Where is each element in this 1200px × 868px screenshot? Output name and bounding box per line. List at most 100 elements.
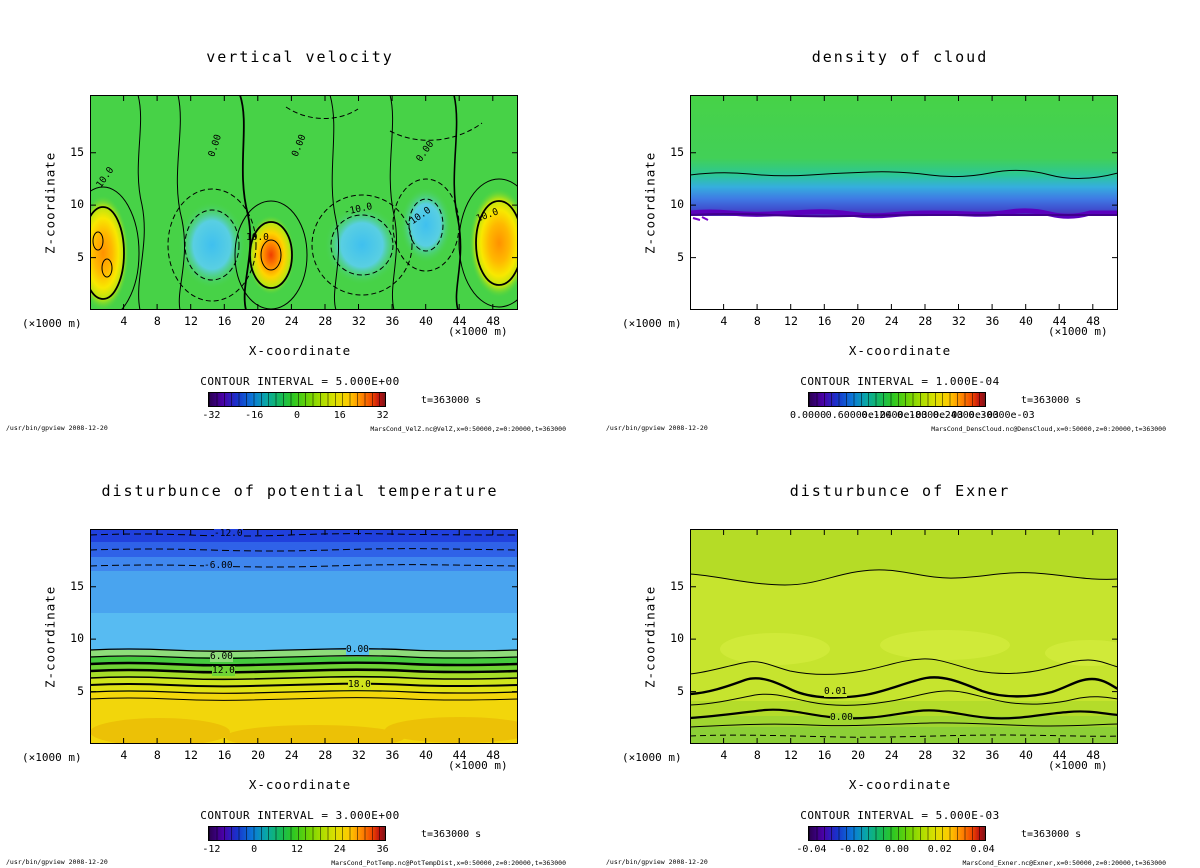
y-tick-label: 15 — [670, 579, 684, 594]
x-tick-label: 36 — [985, 314, 1000, 328]
x-tick-label: 40 — [419, 748, 433, 762]
x-tick-label: 36 — [985, 748, 1000, 762]
x-tick-label: 28 — [918, 748, 933, 762]
colorbar-tick-label: 0.60000e-04 — [825, 410, 892, 421]
contour-label: -6.00 — [204, 560, 233, 571]
x-tick-label: 8 — [153, 748, 161, 762]
x-unit-left: (×1000 m) — [22, 751, 82, 764]
x-tick-label: 32 — [351, 314, 366, 328]
potential-temperature-field — [90, 529, 518, 744]
x-tick-label: 48 — [1086, 314, 1101, 328]
colorbar — [208, 392, 386, 407]
x-tick-label: 28 — [318, 748, 333, 762]
y-axis-ticks: 15 10 5 — [56, 126, 84, 283]
colorbar-ticks: -32 -16 0 16 32 — [190, 410, 404, 421]
x-unit-right: (×1000 m) — [448, 325, 508, 338]
footer-datasource: MarsCond_DensCloud.nc@DensCloud,x=0:5000… — [931, 425, 1166, 433]
x-tick-label: 24 — [884, 314, 899, 328]
x-tick-label: 12 — [184, 748, 198, 762]
colorbar-tick-label: 0.18000e-03 — [897, 410, 964, 421]
footer-datasource: MarsCond_Exner.nc@Exner,x=0:50000,z=0:20… — [962, 859, 1167, 867]
colorbar-tick-label: -32 — [202, 410, 221, 421]
x-unit-right: (×1000 m) — [448, 759, 508, 772]
x-tick-label: 32 — [351, 748, 366, 762]
colorbar — [808, 392, 986, 407]
colorbar-tick-label: 0 — [293, 410, 300, 421]
colorbar — [208, 826, 386, 841]
y-tick-label: 5 — [77, 683, 84, 698]
colorbar-ticks: -0.04 -0.02 0.00 0.02 0.04 — [790, 844, 1004, 855]
contour-label: -12.0 — [214, 528, 243, 539]
x-tick-label: 36 — [385, 748, 400, 762]
colorbar-tick-label: 0.24000e-03 — [932, 410, 999, 421]
contour-interval-text: CONTOUR INTERVAL = 5.000E-03 — [800, 809, 1000, 822]
x-tick-label: 36 — [385, 314, 400, 328]
x-tick-label: 24 — [284, 314, 299, 328]
colorbar-tick-label: 16 — [333, 410, 346, 421]
contour-interval-text: CONTOUR INTERVAL = 3.000E+00 — [200, 809, 400, 822]
contour-label: 0.01 — [824, 686, 847, 697]
cloud-base-dark-edge — [690, 213, 1118, 218]
x-tick-label: 48 — [486, 748, 501, 762]
x-tick-label: 4 — [120, 748, 128, 762]
x-axis-ticks: 4 8 12 16 20 24 28 32 36 40 44 48 — [107, 314, 510, 328]
x-tick-label: 44 — [452, 314, 467, 328]
y-axis-ticks: 15 10 5 — [656, 560, 684, 717]
colorbar-tick-label: -16 — [245, 410, 264, 421]
y-tick-label: 15 — [670, 145, 684, 160]
footer-command: /usr/bin/gpview 2008-12-20 — [606, 858, 708, 866]
colorbar-tick-label: -12 — [202, 844, 221, 855]
plot-area: -12.0 -6.00 0.00 6.00 12.0 18.0 — [90, 529, 518, 744]
colorbar-tick-label: 0.00 — [884, 844, 910, 855]
x-axis-label: X-coordinate — [848, 343, 952, 358]
colorbar — [808, 826, 986, 841]
x-tick-label: 24 — [284, 748, 299, 762]
x-tick-label: 40 — [1019, 314, 1033, 328]
contour-lines — [690, 569, 1118, 738]
x-tick-label: 48 — [486, 314, 501, 328]
x-tick-label: 32 — [951, 314, 966, 328]
x-axis-label: X-coordinate — [248, 343, 352, 358]
plot-area — [690, 95, 1118, 310]
x-tick-label: 12 — [784, 748, 798, 762]
cloud-density-field — [690, 95, 1118, 310]
panel-potential-temperature: disturbunce of potential temperature Z-c… — [0, 434, 600, 868]
colorbar-tick-label: 0 — [251, 844, 258, 855]
footer-command: /usr/bin/gpview 2008-12-20 — [6, 858, 108, 866]
colorbar-ticks: -12 0 12 24 36 — [190, 844, 404, 855]
x-tick-label: 32 — [951, 748, 966, 762]
exner-field — [690, 529, 1118, 744]
contour-label: 0.00 — [830, 712, 853, 723]
colorbar-tick-label: 32 — [376, 410, 389, 421]
x-tick-label: 8 — [753, 748, 761, 762]
footer-datasource: MarsCond_PotTemp.nc@PotTempDist,x=0:5000… — [331, 859, 566, 867]
y-tick-label: 10 — [670, 631, 684, 646]
colorbar-tick-label: 0.0000 — [790, 410, 827, 421]
page-title: density of cloud — [811, 48, 989, 66]
contour-lines — [90, 533, 518, 701]
x-tick-label: 16 — [217, 314, 232, 328]
y-tick-label: 15 — [70, 145, 84, 160]
y-axis-ticks: 15 10 5 — [56, 560, 84, 717]
colorbar-tick-label: 12 — [290, 844, 304, 855]
x-unit-left: (×1000 m) — [22, 317, 82, 330]
x-tick-label: 28 — [918, 314, 933, 328]
x-axis-ticks: 4 8 12 16 20 24 28 32 36 40 44 48 — [707, 748, 1110, 762]
x-tick-label: 28 — [318, 314, 333, 328]
plot-area: 10.0 0.00 0.00 10.0 -10.0 -10.0 0.00 10.… — [90, 95, 518, 310]
vertical-velocity-field — [90, 95, 518, 310]
x-tick-label: 40 — [419, 314, 433, 328]
cloud-base-mark — [692, 216, 709, 221]
colorbar-ticks: 0.0000 0.60000e-04 0.12000e-03 0.18000e-03 0… — [790, 410, 1035, 421]
x-tick-label: 20 — [251, 314, 266, 328]
time-label: t=363000 s — [421, 395, 482, 406]
x-tick-label: 44 — [1052, 314, 1067, 328]
x-tick-label: 20 — [851, 314, 866, 328]
x-tick-label: 40 — [1019, 748, 1033, 762]
panel-vertical-velocity: vertical velocity Z-coordinate 15 10 5 — [0, 0, 600, 434]
colorbar-tick-label: 0.04 — [970, 844, 995, 855]
dashed-contour-lines — [167, 106, 483, 302]
panel-density-of-cloud: density of cloud Z-coordinate 15 10 5 — [600, 0, 1200, 434]
contour-label: 10.0 — [246, 232, 269, 243]
